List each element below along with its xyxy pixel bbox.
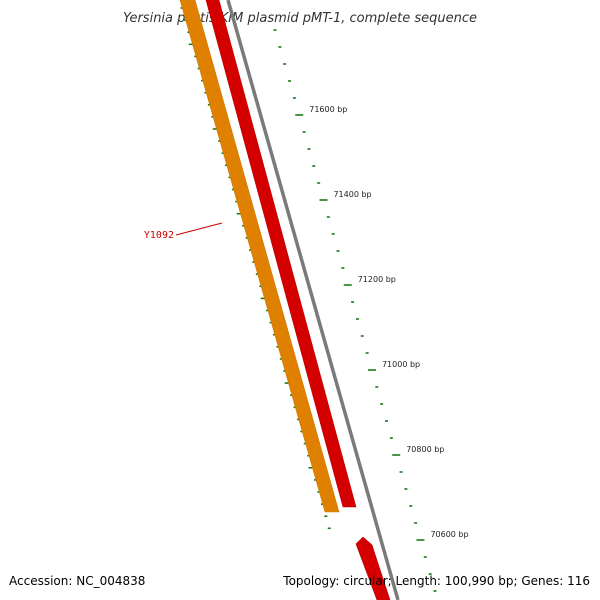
- tick-label: 71000 bp: [382, 360, 420, 369]
- gene-label-leader: [175, 222, 223, 236]
- tick-label: 71400 bp: [333, 190, 371, 199]
- red-gene-arrow[interactable]: [355, 536, 391, 600]
- sequence-backbone: [226, 0, 400, 600]
- tick-label: 70800 bp: [406, 445, 444, 454]
- orange-gene-feature[interactable]: [179, 0, 340, 513]
- map-title: Yersinia pestis KIM plasmid pMT-1, compl…: [123, 11, 477, 26]
- summary-text: Topology: circular; Length: 100,990 bp; …: [283, 574, 590, 588]
- outer-tick-marks: 71600 bp 71400 bp 71200 bp 71000 bp 70800 bp…: [273, 29, 469, 592]
- accession-text: Accession: NC_004838: [9, 574, 146, 588]
- tick-label: 71600 bp: [309, 105, 347, 114]
- tick-label: 71200 bp: [358, 275, 396, 284]
- tick-label: 70600 bp: [430, 530, 468, 539]
- red-gene-feature[interactable]: [205, 0, 357, 508]
- gene-label-y1092[interactable]: Y1092: [144, 230, 174, 241]
